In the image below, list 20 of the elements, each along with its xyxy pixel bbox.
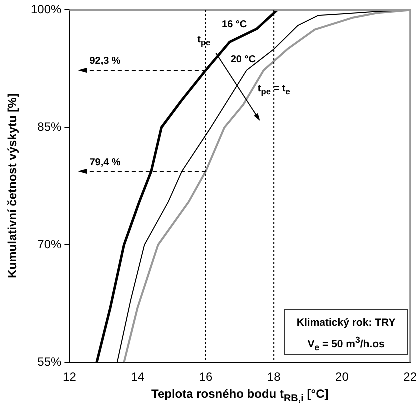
x-tick-label: 18 [267, 370, 282, 384]
x-axis-title: Teplota rosného bodu t$_{RB,i}$ [°C] [152, 386, 329, 404]
y-tick-label: 100% [30, 2, 62, 17]
ref-line-label: 79,4 % [90, 157, 121, 168]
annotation: Klimatický rok: TRY [296, 316, 397, 331]
series-label: t$_{pe}$ = t$_{e}$ [258, 84, 290, 97]
x-tick-label: 22 [404, 370, 418, 384]
y-axis-title: Kumulativní četnost výskytu [%] [4, 94, 19, 279]
x-tick-label: 20 [336, 370, 350, 384]
x-tick-label: 12 [63, 370, 77, 384]
y-tick-label: 70% [38, 237, 62, 252]
series-label: 20 °C [230, 54, 256, 66]
y-tick-label: 55% [38, 354, 62, 369]
ref-line-label: 92,3 % [90, 56, 121, 68]
x-tick-label: 16 [199, 370, 213, 384]
annotation: V$_{e}$ = 50 m$^{3}$/h.os [306, 334, 386, 354]
x-tick-label: 14 [131, 370, 145, 384]
annotation: t$_{pe}$ [198, 34, 211, 48]
series-label: 16 °C [222, 19, 248, 30]
y-tick-label: 85% [38, 120, 62, 134]
